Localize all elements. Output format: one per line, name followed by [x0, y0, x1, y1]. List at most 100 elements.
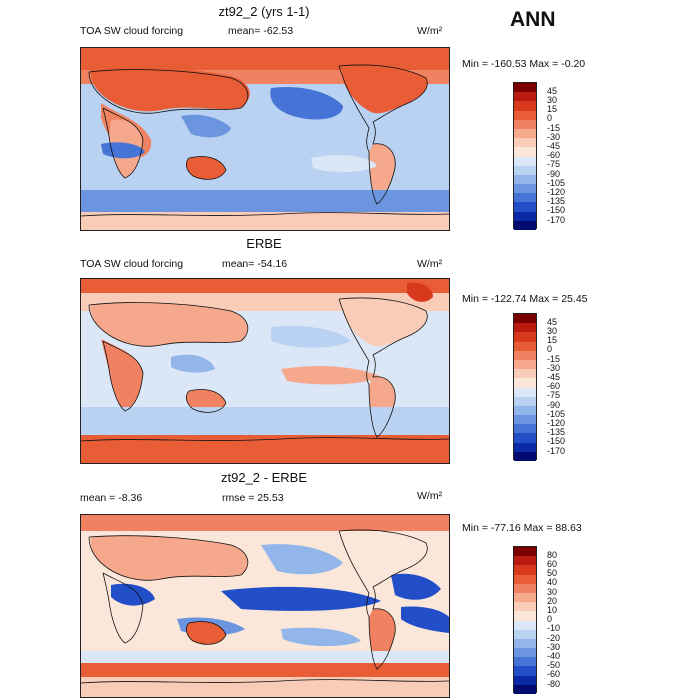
colorbar-level-label: -170	[547, 214, 566, 225]
panel-3-rmse-label: rmse =	[222, 492, 255, 504]
colorbar-level-label: -135	[547, 196, 566, 207]
colorbar-swatch	[514, 378, 536, 388]
colorbar-level-label: -75	[547, 390, 561, 401]
panel-3-mean-value: -8.36	[118, 492, 143, 504]
colorbar-level-label: -105	[547, 177, 566, 188]
colorbar-level-label: 80	[547, 549, 558, 560]
colorbar-swatch	[514, 648, 536, 658]
colorbar-swatch	[514, 350, 536, 360]
colorbar-swatch	[514, 565, 536, 575]
panel-3-mean: mean = -8.36	[80, 492, 142, 504]
colorbar-level-label: -90	[547, 168, 561, 179]
colorbar-swatch	[514, 220, 536, 230]
colorbar-swatch	[514, 165, 536, 175]
panel-2-mean-label: mean=	[222, 258, 255, 270]
colorbar-swatch	[514, 684, 536, 694]
panel-3-minmax: Min = -77.16 Max = 88.63	[462, 522, 582, 534]
colorbar-swatch	[514, 433, 536, 443]
panel-1-map	[80, 47, 450, 231]
panel-1-map-svg	[81, 48, 449, 230]
colorbar-swatch	[514, 675, 536, 685]
panel-3-title: zt92_2 - ERBE	[221, 470, 307, 485]
colorbar-level-label: 15	[547, 104, 558, 115]
panel-2-mean: mean= -54.16	[222, 258, 287, 270]
panel-2-map	[80, 278, 450, 464]
colorbar-level-label: -150	[547, 436, 566, 447]
colorbar-level-label: 50	[547, 568, 558, 579]
season-label: ANN	[510, 8, 556, 31]
panel-1-colorbar: 45 30 15 0 -15 -30 -45 -60 -75 -90 -105 -120 -135 -15…	[513, 82, 593, 230]
colorbar-level-label: 10	[547, 604, 558, 615]
colorbar-level-label: -120	[547, 417, 566, 428]
panel-1-minmax: Min = -160.53 Max = -0.20	[462, 58, 586, 70]
panel-1-mean-label: mean=	[228, 25, 261, 37]
panel-1-field-label: TOA SW cloud forcing	[80, 25, 184, 37]
colorbar-swatch	[514, 415, 536, 425]
colorbar-swatch	[514, 405, 536, 416]
panel-2-colorbar: 45 30 15 0 -15 -30 -45 -60 -75 -90 -105 -120 -135 -15…	[513, 313, 593, 461]
panel-3-map	[80, 514, 450, 698]
colorbar-level-label: 40	[547, 577, 558, 588]
colorbar-level-label: -40	[547, 650, 561, 661]
colorbar-level-label: -120	[547, 186, 566, 197]
colorbar-swatch	[514, 547, 536, 557]
colorbar-level-label: -105	[547, 408, 566, 419]
panel-1-units: W/m²	[417, 25, 443, 37]
colorbar-swatch	[514, 602, 536, 612]
panel-3-rmse: rmse = 25.53	[222, 492, 284, 504]
colorbar-level-label: 15	[547, 335, 558, 346]
colorbar-level-label: 30	[547, 94, 558, 105]
colorbar-level-label: 60	[547, 558, 558, 569]
colorbar-swatch	[514, 359, 536, 370]
colorbar-swatches	[513, 313, 537, 461]
colorbar-level-label: -150	[547, 205, 566, 216]
colorbar-level-label: 45	[547, 316, 558, 327]
colorbar-swatch	[514, 611, 536, 621]
colorbar-swatch	[514, 314, 536, 324]
colorbar-swatch	[514, 629, 536, 639]
colorbar-swatch	[514, 101, 536, 111]
colorbar-level-label: -75	[547, 159, 561, 170]
panel-3-colorbar: 80 60 50 40 30 20 10 0 -10 -20 -30 -40 -50 -60 -80	[513, 546, 593, 694]
panel-2-field-label: TOA SW cloud forcing	[80, 258, 184, 270]
colorbar-swatch	[514, 620, 536, 630]
colorbar-level-label: -50	[547, 660, 561, 671]
panel-2-units: W/m²	[417, 258, 443, 270]
colorbar-swatch	[514, 138, 536, 148]
colorbar-swatch	[514, 184, 536, 194]
colorbar-swatch	[514, 387, 536, 397]
colorbar-level-label: 20	[547, 595, 558, 606]
colorbar-swatch	[514, 110, 536, 120]
panel-2-mean-value: -54.16	[257, 258, 288, 270]
panel-2-map-svg	[81, 279, 449, 463]
colorbar-level-label: 30	[547, 325, 558, 336]
colorbar-swatch	[514, 666, 536, 676]
colorbar-level-label: -15	[547, 122, 561, 133]
panel-1-mean: mean= -62.53	[228, 25, 293, 37]
colorbar-swatches	[513, 546, 537, 694]
colorbar-level-label: -60	[547, 150, 561, 161]
colorbar-level-label: 30	[547, 586, 558, 597]
colorbar-swatch	[514, 83, 536, 93]
colorbar-swatch	[514, 369, 536, 379]
panel-2-title: ERBE	[246, 236, 282, 251]
colorbar-level-label: -60	[547, 381, 561, 392]
colorbar-level-label: -30	[547, 131, 561, 142]
panel-3-units: W/m²	[417, 490, 443, 502]
colorbar-level-label: -15	[547, 353, 561, 364]
colorbar-level-label: 0	[547, 113, 553, 124]
colorbar-swatches	[513, 82, 537, 230]
colorbar-swatch	[514, 396, 536, 406]
panel-1-mean-value: -62.53	[263, 25, 294, 37]
colorbar-level-label: -30	[547, 362, 561, 373]
colorbar-swatch	[514, 638, 536, 649]
colorbar-level-label: 45	[547, 85, 558, 96]
colorbar-swatch	[514, 332, 536, 342]
panel-3-rmse-value: 25.53	[257, 492, 284, 504]
colorbar-level-label: -135	[547, 427, 566, 438]
colorbar-swatch	[514, 341, 536, 351]
colorbar-swatch	[514, 451, 536, 461]
colorbar-level-label: -80	[547, 678, 561, 689]
colorbar-swatch	[514, 147, 536, 157]
colorbar-level-label: -60	[547, 669, 561, 680]
